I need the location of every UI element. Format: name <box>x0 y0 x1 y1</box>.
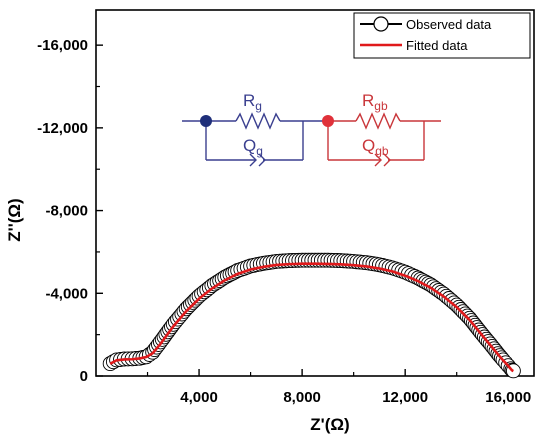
legend-entry-observed: Observed data <box>360 16 492 32</box>
grain-circuit <box>182 112 328 167</box>
y-tick-label: 0 <box>80 368 88 385</box>
y-tick-label: -8,000 <box>45 203 88 220</box>
qgb-label: Qgb <box>362 136 389 158</box>
x-tick-labels: 4,000 8,000 12,000 16,000 <box>180 389 531 406</box>
resistor-rgb-symbol <box>355 112 401 130</box>
fitted-line <box>109 262 514 373</box>
legend-observed-label: Observed data <box>406 17 492 32</box>
y-tick-label: -16,000 <box>37 37 88 54</box>
axis-ticks <box>96 44 509 377</box>
cpe-qg-symbol <box>249 153 257 167</box>
resistor-rg-symbol <box>235 112 281 130</box>
legend-observed-marker <box>373 16 389 32</box>
legend-fitted-label: Fitted data <box>406 38 468 53</box>
plot-frame <box>95 9 535 377</box>
x-tick-label: 16,000 <box>485 389 531 406</box>
series-layer <box>102 252 521 379</box>
grain-node-dot <box>200 115 212 127</box>
equivalent-circuit-inset: Rg Qg Rgb Qgb <box>182 91 441 167</box>
rgb-label: Rgb <box>362 91 388 113</box>
y-tick-labels: 0 -4,000 -8,000 -12,000 -16,000 <box>37 37 88 385</box>
x-tick-label: 8,000 <box>283 389 321 406</box>
y-axis-title: Z''(Ω) <box>5 198 24 241</box>
x-axis-title: Z'(Ω) <box>310 415 349 434</box>
rg-label: Rg <box>243 91 262 113</box>
grain-boundary-node-dot <box>322 115 334 127</box>
y-tick-label: -12,000 <box>37 120 88 137</box>
observed-line <box>109 259 514 372</box>
y-tick-label: -4,000 <box>45 285 88 302</box>
legend-entry-fitted: Fitted data <box>360 38 468 53</box>
x-tick-label: 12,000 <box>382 389 428 406</box>
grain-boundary-circuit <box>327 112 441 167</box>
x-tick-label: 4,000 <box>180 389 218 406</box>
qg-label: Qg <box>243 136 263 158</box>
cpe-qgb-symbol <box>374 153 382 167</box>
legend: Observed data Fitted data <box>353 12 531 59</box>
